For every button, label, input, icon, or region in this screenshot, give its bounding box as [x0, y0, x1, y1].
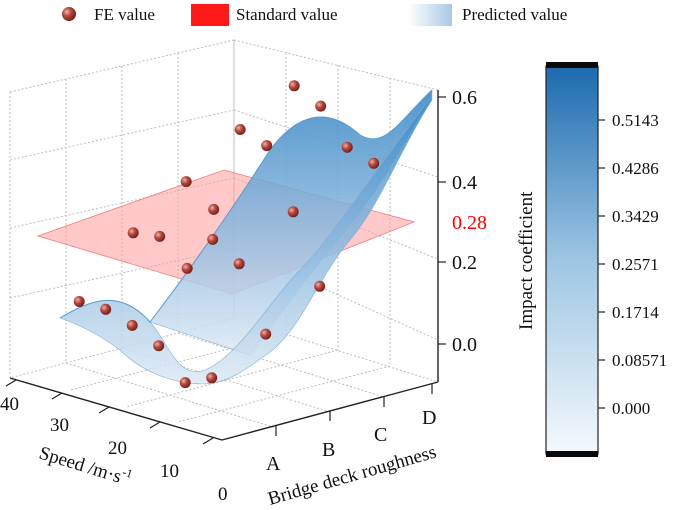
roughness-tick-C: C — [374, 424, 387, 446]
fe-point — [315, 100, 327, 112]
colorbar-top-cap — [546, 62, 598, 68]
z-axis: 0.6 0.4 0.28 0.2 0.0 — [437, 87, 487, 382]
colorbar-tick-label: 0.000 — [612, 399, 650, 418]
roughness-tick-A: A — [266, 453, 281, 475]
fe-point — [314, 280, 326, 292]
fe-point — [341, 141, 353, 153]
colorbar-bar — [545, 65, 599, 455]
speed-axis: 0 10 20 30 40 Speed /m·s-1 — [0, 379, 228, 505]
fe-point — [179, 377, 191, 389]
colorbar-title: Impact coefficient — [516, 191, 537, 330]
fe-point — [287, 206, 299, 218]
colorbar-tick-label: 0.3429 — [612, 207, 659, 226]
fe-point — [260, 328, 272, 340]
fe-point — [73, 296, 85, 307]
z-tick-0.6: 0.6 — [452, 87, 477, 109]
legend: FE value Standard value Predicted value — [62, 4, 567, 26]
colorbar-tick-label: 0.1714 — [612, 303, 659, 322]
speed-axis-label-sup: -1 — [121, 465, 135, 481]
roughness-tick-B: B — [322, 439, 335, 461]
z-tick-0.2: 0.2 — [452, 252, 477, 274]
legend-swatch-predicted — [408, 4, 452, 26]
colorbar-tick-label: 0.4286 — [612, 159, 659, 178]
speed-tick-0: 0 — [218, 484, 228, 505]
speed-tick-40: 40 — [0, 394, 19, 415]
legend-label-fe: FE value — [94, 5, 155, 24]
fe-point — [207, 233, 219, 245]
fe-point — [153, 340, 165, 352]
z-tick-0.0: 0.0 — [452, 334, 477, 356]
roughness-tick-D: D — [422, 407, 436, 429]
speed-tick-20: 20 — [108, 438, 127, 459]
fe-point — [100, 303, 112, 315]
fe-point — [261, 140, 273, 152]
colorbar: 0.5143 0.4286 0.3429 0.2571 0.1714 0.08571 0.0… — [516, 62, 667, 457]
legend-marker-fe — [62, 7, 76, 21]
fe-point — [233, 258, 245, 270]
legend-label-predicted: Predicted value — [462, 5, 567, 24]
colorbar-tick-label: 0.2571 — [612, 255, 659, 274]
roughness-axis: A B C D Bridge deck roughness — [266, 384, 439, 510]
fe-point — [208, 203, 220, 215]
surface-edge — [59, 89, 433, 323]
legend-swatch-standard — [191, 4, 229, 26]
fe-point — [126, 319, 138, 331]
roughness-axis-label: Bridge deck roughness — [266, 442, 439, 510]
speed-tick-30: 30 — [50, 415, 69, 436]
z-tick-0.4: 0.4 — [452, 172, 477, 194]
fe-point — [234, 124, 246, 135]
legend-label-standard: Standard value — [236, 5, 338, 24]
speed-tick-10: 10 — [160, 461, 179, 482]
fe-point — [181, 262, 193, 274]
fe-point — [206, 372, 218, 384]
fe-points — [73, 80, 380, 389]
standard-value-label: 0.28 — [452, 212, 487, 234]
fe-point — [154, 230, 166, 242]
colorbar-bottom-cap — [546, 451, 598, 457]
fe-point — [127, 227, 139, 239]
colorbar-ticks: 0.5143 0.4286 0.3429 0.2571 0.1714 0.08571 0.0… — [598, 111, 667, 418]
colorbar-tick-label: 0.08571 — [612, 351, 667, 370]
fe-point — [180, 176, 192, 188]
fe-point — [288, 80, 300, 92]
fe-point — [368, 157, 380, 169]
colorbar-tick-label: 0.5143 — [612, 111, 659, 130]
